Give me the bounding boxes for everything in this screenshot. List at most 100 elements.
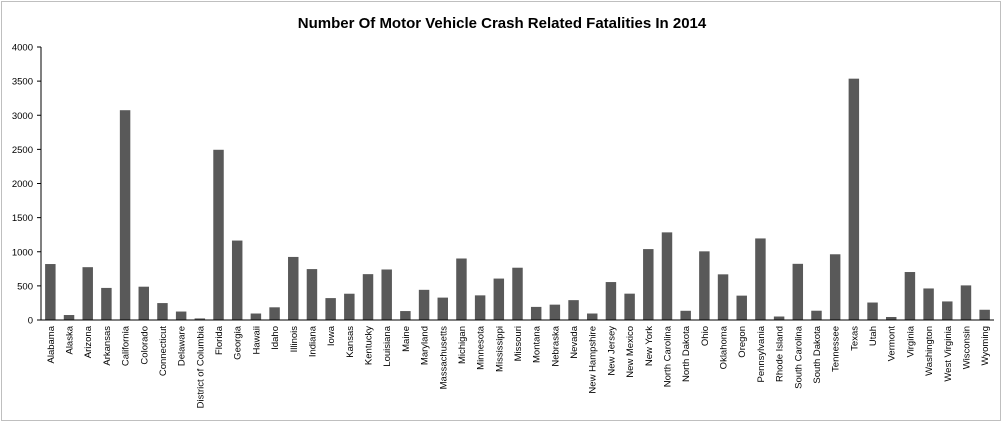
bar-new-mexico [624, 293, 635, 320]
bar-alaska [63, 315, 75, 320]
bar-kansas [344, 293, 355, 320]
x-tick-label: Maryland [420, 326, 431, 365]
x-tick-label: North Carolina [662, 325, 673, 387]
x-tick-label: Massachusetts [438, 326, 449, 390]
x-tick-label: Illinois [289, 326, 300, 353]
x-tick-label: Montana [532, 325, 543, 363]
bars [45, 78, 990, 321]
bar-tennessee [829, 254, 841, 320]
bar-new-york [643, 249, 654, 320]
y-tick-label: 2000 [12, 179, 33, 190]
bar-nebraska [549, 304, 561, 320]
bar-colorado [138, 286, 150, 320]
x-tick-label: South Dakota [812, 325, 823, 383]
bar-washington [923, 288, 934, 320]
x-tick-label: Washington [924, 326, 935, 376]
bar-hawaii [250, 313, 262, 320]
x-tick-label: New Mexico [625, 326, 636, 378]
y-tick-label: 3000 [12, 111, 33, 122]
bar-pennsylvania [755, 238, 766, 320]
x-tick-label: District of Columbia [195, 325, 206, 408]
y-tick-label: 500 [17, 281, 33, 292]
x-tick-label: Wyoming [980, 326, 991, 366]
x-tick-label: Maine [401, 326, 412, 352]
x-tick-label: Colorado [139, 326, 150, 365]
x-tick-label: Alabama [46, 325, 57, 363]
bar-maryland [418, 289, 430, 320]
bar-iowa [325, 298, 336, 320]
x-tick-label: Delaware [177, 326, 188, 366]
x-tick-label: Arizona [83, 325, 94, 358]
x-tick-label: Wisconsin [961, 326, 972, 369]
x-tick-label: Rhode Island [775, 326, 786, 382]
x-tick-label: Iowa [326, 325, 337, 346]
x-tick-label: Nebraska [550, 325, 561, 366]
x-tick-label: Georgia [233, 325, 244, 360]
x-tick-label: Kansas [345, 326, 356, 358]
bar-delaware [175, 311, 187, 320]
bar-nevada [568, 300, 579, 320]
bar-south-dakota [811, 310, 822, 320]
bar-arizona [82, 267, 93, 320]
x-tick-label: Kentucky [364, 326, 375, 365]
bar-virginia [904, 272, 916, 320]
x-tick-label: Utah [868, 326, 879, 346]
x-tick-label: Louisiana [382, 325, 393, 366]
bar-georgia [231, 240, 243, 320]
bar-california [119, 110, 131, 321]
bar-indiana [306, 269, 318, 320]
x-tick-label: Connecticut [158, 326, 169, 377]
x-tick-label: New York [644, 326, 655, 366]
bar-oregon [736, 295, 747, 320]
bar-utah [867, 302, 878, 320]
bar-wisconsin [960, 285, 972, 320]
x-tick-label: Ohio [700, 326, 711, 346]
y-tick-label: 0 [28, 316, 33, 327]
x-tick-label: Minnesota [476, 325, 487, 370]
x-tick-label: Oregon [737, 326, 748, 358]
bar-illinois [288, 256, 299, 320]
x-tick-label: Missouri [513, 326, 524, 361]
bar-kentucky [362, 274, 374, 320]
bar-connecticut [157, 303, 168, 320]
x-tick-label: Texas [849, 326, 860, 351]
x-axis: Alabama Alaska Arizona Arkansas California Co… [41, 319, 994, 408]
bar-massachusetts [437, 297, 448, 320]
x-tick-label: Idaho [270, 326, 281, 350]
x-tick-label: New Hampshire [588, 326, 599, 394]
bar-wyoming [979, 309, 990, 320]
bar-michigan [456, 258, 467, 320]
bar-mississippi [493, 278, 505, 320]
x-tick-label: South Carolina [793, 325, 804, 389]
x-tick-label: Arkansas [102, 326, 113, 366]
x-tick-label: Hawaii [251, 326, 262, 355]
chart-title: Number Of Motor Vehicle Crash Related Fa… [298, 15, 707, 32]
x-tick-label: Nevada [569, 325, 580, 358]
y-tick-label: 4000 [12, 43, 33, 54]
bar-minnesota [474, 295, 486, 320]
x-tick-label: Florida [214, 325, 225, 355]
bar-ohio [699, 251, 710, 320]
x-tick-label: West Virginia [943, 325, 954, 381]
bar-new-jersey [605, 282, 617, 320]
x-tick-label: Oklahoma [719, 325, 730, 369]
bar-rhode-island [773, 316, 785, 320]
bar-new-hampshire [587, 313, 598, 320]
x-tick-label: Mississippi [494, 326, 505, 372]
x-tick-label: Tennessee [831, 326, 842, 372]
bar-oklahoma [717, 274, 729, 320]
x-tick-label: Virginia [905, 325, 916, 357]
bar-louisiana [381, 269, 392, 320]
x-tick-label: North Dakota [681, 325, 692, 382]
y-tick-label: 1000 [12, 247, 33, 258]
bar-north-dakota [680, 310, 691, 320]
x-tick-label: Indiana [307, 325, 318, 357]
bar-north-carolina [661, 232, 673, 320]
y-tick-label: 1500 [12, 213, 33, 224]
bar-montana [530, 306, 542, 320]
bar-vermont [885, 316, 897, 320]
bar-district-of-columbia [194, 318, 206, 320]
x-tick-label: Vermont [887, 326, 898, 362]
